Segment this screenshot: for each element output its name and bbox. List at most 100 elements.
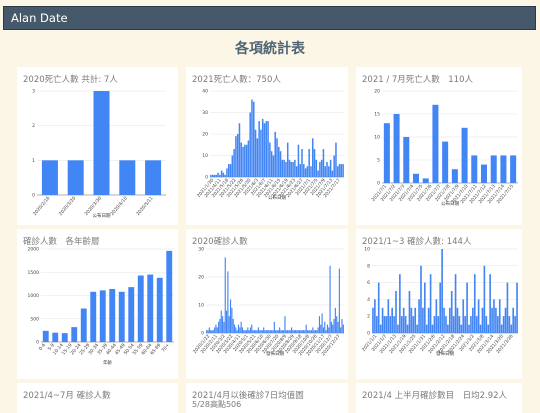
- bar: [450, 291, 453, 333]
- y-tick-label: 15: [374, 112, 380, 118]
- bar: [295, 166, 298, 177]
- y-tick-label: 500: [30, 316, 39, 322]
- bar: [267, 330, 269, 333]
- y-tick-label: 30: [198, 247, 204, 253]
- bar: [260, 330, 262, 333]
- bar: [233, 324, 236, 333]
- bar: [497, 316, 499, 333]
- bar: [297, 330, 299, 333]
- bar: [268, 330, 270, 333]
- bar: [317, 170, 319, 177]
- bar: [429, 274, 432, 333]
- bar: [320, 324, 322, 333]
- bar: [236, 330, 238, 333]
- bar: [460, 324, 463, 333]
- bar: [256, 330, 258, 333]
- bar: [418, 299, 420, 333]
- bar: [119, 160, 136, 195]
- bar: [514, 316, 516, 333]
- bar: [422, 307, 424, 333]
- bar: [269, 142, 271, 177]
- bar: [399, 274, 401, 333]
- y-tick-label: 0: [201, 331, 204, 337]
- bar: [431, 324, 434, 333]
- user-name[interactable]: Alan Date: [11, 11, 68, 25]
- bar: [470, 316, 472, 333]
- bar: [283, 330, 285, 333]
- bar: [342, 164, 344, 177]
- bar: [213, 174, 216, 177]
- bar: [293, 330, 295, 333]
- bar: [239, 327, 241, 333]
- bar: [281, 159, 284, 177]
- bar: [318, 316, 321, 333]
- x-tick-label: 2020/2/16: [32, 195, 52, 217]
- bar: [317, 327, 319, 333]
- y-tick-label: 1000: [28, 293, 40, 299]
- bar: [303, 164, 305, 177]
- y-tick-label: 0: [205, 175, 208, 181]
- bar: [301, 149, 303, 177]
- chart-card-age-groups: 確診人數 各年齡層 0 500 1000 1500 2000 0-4 5-9 10-14 15-…: [17, 229, 178, 379]
- bar: [410, 307, 413, 333]
- y-tick-label: 0: [32, 193, 35, 199]
- bar: [237, 324, 240, 333]
- bar: [292, 161, 294, 177]
- chart-card-april-first-half: 2021/4 上半月確診數目 日均2.92人: [356, 383, 522, 413]
- bar: [322, 149, 325, 177]
- bar: [285, 161, 287, 177]
- bar: [284, 316, 286, 333]
- x-tick-label: 5-9: [47, 342, 56, 352]
- bar: [295, 330, 297, 333]
- bar: [291, 327, 293, 333]
- x-axis-title: 公布日期: [268, 194, 286, 201]
- bar: [372, 307, 374, 333]
- bar: [255, 330, 257, 333]
- bar: [504, 307, 507, 333]
- bar: [269, 330, 271, 333]
- bar: [279, 327, 281, 333]
- cases-2020-chart: 01020302020/1/222020/2/112020/3/22020/3/…: [192, 247, 344, 357]
- bar: [312, 327, 314, 333]
- card-title: 2021死亡人數：750人: [192, 75, 281, 85]
- bar: [383, 123, 390, 183]
- bar: [490, 155, 497, 183]
- bar: [483, 265, 486, 333]
- bar: [333, 319, 335, 333]
- bar: [276, 138, 278, 177]
- bar: [67, 160, 84, 195]
- bar: [310, 166, 312, 177]
- bar: [256, 138, 259, 177]
- bar: [299, 164, 301, 177]
- bar: [276, 330, 278, 333]
- x-tick-label: 2020/5/11: [135, 195, 155, 217]
- bar: [278, 146, 280, 177]
- bar: [493, 299, 495, 333]
- bar: [206, 330, 208, 333]
- y-tick-label: 20: [202, 132, 208, 138]
- bar: [208, 327, 210, 333]
- y-tick-label: 1500: [28, 270, 40, 276]
- bar: [264, 330, 266, 333]
- top-bar: Alan Date: [3, 6, 536, 30]
- bar: [166, 250, 173, 342]
- bar: [277, 330, 279, 333]
- bar: [416, 324, 418, 333]
- chart-card-cases-2021-q1: 2021/1~3 確診人數: 144人 0 2 4 6 8 10 2021/1/1 2021/…: [356, 229, 522, 379]
- y-tick-label: 4: [367, 297, 370, 303]
- bar: [80, 308, 87, 342]
- bar: [309, 330, 311, 333]
- bar: [251, 324, 253, 333]
- bar: [263, 123, 266, 177]
- bar: [412, 173, 420, 183]
- bar: [404, 316, 407, 333]
- bar: [261, 330, 263, 333]
- bar: [321, 313, 323, 333]
- bar: [414, 307, 417, 333]
- card-title: 2021/4月以後確診7日均值圖: [192, 391, 304, 401]
- bar: [99, 290, 106, 342]
- bar: [253, 101, 255, 177]
- bar: [294, 159, 296, 177]
